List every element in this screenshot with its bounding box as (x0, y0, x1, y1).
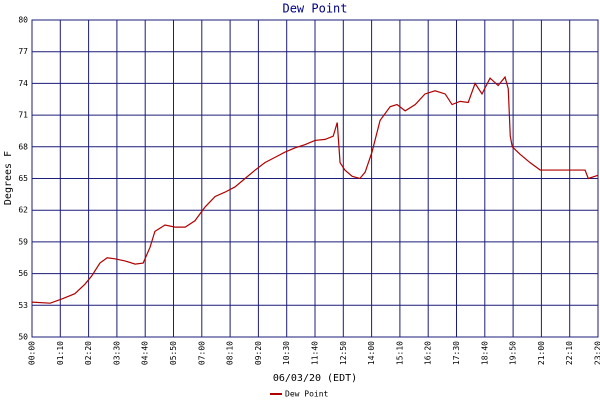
y-tick-label: 56 (18, 269, 28, 278)
x-tick-label: 04:40 (141, 341, 150, 365)
y-tick-label: 53 (18, 301, 28, 310)
x-tick-label: 10:30 (282, 341, 291, 365)
x-tick-label: 01:10 (56, 341, 65, 365)
x-tick-label: 14:00 (367, 341, 376, 365)
y-tick-label: 71 (18, 111, 28, 120)
y-tick-label: 65 (18, 174, 28, 183)
y-tick-label: 77 (18, 47, 28, 56)
x-tick-label: 22:10 (565, 341, 574, 365)
y-tick-label: 68 (18, 142, 28, 151)
x-tick-label: 09:20 (254, 341, 263, 365)
x-tick-label: 21:00 (537, 341, 546, 365)
x-tick-label: 23:20 (594, 341, 600, 365)
x-tick-label: 15:10 (395, 341, 404, 365)
chart-title: Dew Point (282, 2, 347, 16)
x-tick-label: 17:30 (452, 341, 461, 365)
x-tick-label: 18:40 (480, 341, 489, 365)
y-tick-label: 74 (18, 79, 28, 88)
y-tick-label: 59 (18, 237, 28, 246)
x-tick-label: 11:40 (311, 341, 320, 365)
y-tick-label: 80 (18, 16, 28, 25)
legend-label: Dew Point (285, 390, 329, 399)
y-tick-label: 50 (18, 333, 28, 342)
x-tick-label: 05:50 (169, 341, 178, 365)
data-line (31, 75, 599, 304)
x-tick-label: 02:20 (84, 341, 93, 365)
x-tick-label: 07:00 (197, 341, 206, 365)
x-tick-label: 00:00 (28, 341, 37, 365)
x-tick-label: 08:10 (226, 341, 235, 365)
x-axis-label: 06/03/20 (EDT) (273, 373, 357, 384)
y-axis-label: Degrees F (3, 151, 14, 205)
x-tick-label: 03:30 (112, 341, 121, 365)
x-tick-label: 19:50 (509, 341, 518, 365)
x-tick-label: 12:50 (339, 341, 348, 365)
plot-border (31, 19, 599, 338)
x-tick-label: 16:20 (424, 341, 433, 365)
y-tick-label: 62 (18, 206, 28, 215)
